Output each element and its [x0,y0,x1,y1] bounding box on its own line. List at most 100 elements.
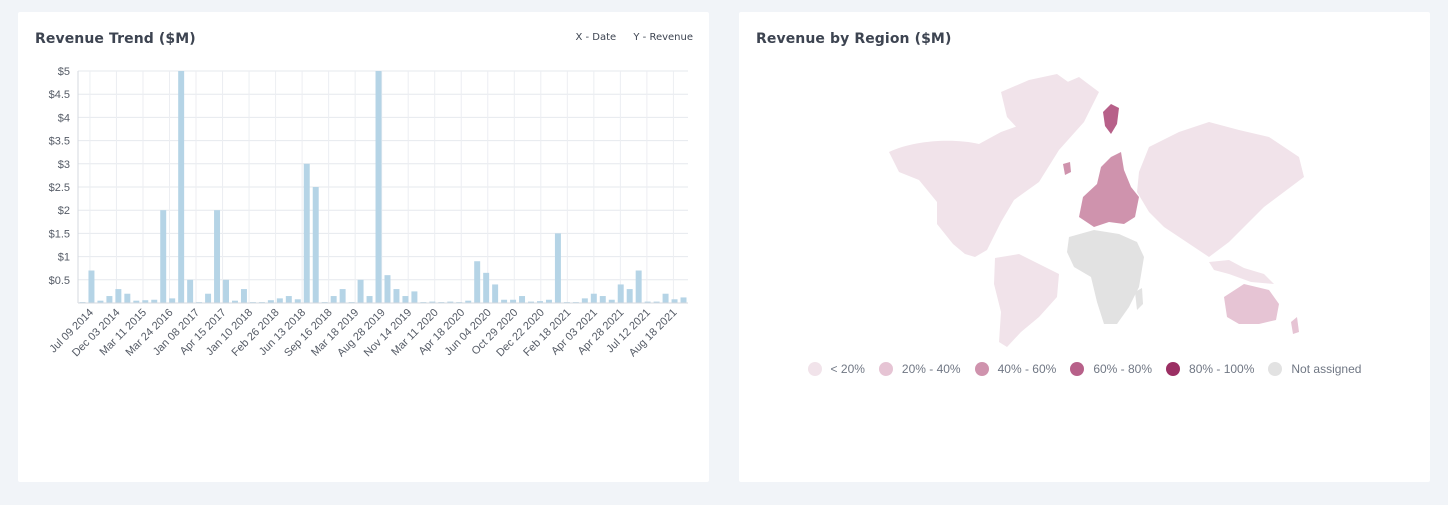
legend-swatch [1166,362,1181,376]
revenue-bar [330,296,337,303]
revenue-bar [223,279,229,303]
y-tick-label: $3.5 [49,136,70,148]
revenue-bar [187,279,194,303]
legend-item[interactable]: 20% - 40% [878,362,961,376]
y-tick-label: $5 [58,66,70,78]
map-region-new-zealand[interactable] [1291,317,1299,334]
legend-item[interactable]: 40% - 60% [974,362,1057,376]
revenue-bar [366,296,373,303]
revenue-bar [501,299,508,303]
y-tick-label: $4 [58,112,70,124]
y-axis-legend: Y - Revenue [633,32,693,43]
x-axis-legend: X - Date [575,32,617,43]
revenue-bar [545,299,552,303]
legend-label: 60% - 80% [1093,362,1153,376]
revenue-bar [492,284,499,303]
revenue-bar [267,300,274,303]
revenue-bar [635,270,642,303]
revenue-bar [626,289,633,303]
revenue-trend-card: Revenue Trend ($M) X - Date Y - Revenue … [18,12,709,482]
revenue-bar [97,300,104,303]
revenue-bar [680,297,687,303]
revenue-bar [294,299,301,303]
map-region-asia[interactable] [1137,122,1304,257]
legend-label: Not assigned [1291,362,1362,376]
revenue-bar [402,296,409,303]
revenue-bar [554,233,561,303]
legend-item[interactable]: 80% - 100% [1166,362,1254,376]
revenue-bar [276,298,283,303]
world-map [889,74,1304,347]
map-region-australia[interactable] [1224,284,1279,324]
map-region-europe[interactable] [1079,152,1139,227]
legend-swatch [1070,362,1085,376]
revenue-bar [303,163,310,303]
map-region-south-america[interactable] [994,254,1059,347]
y-tick-label: $1 [58,252,70,264]
map-region-uk[interactable] [1063,162,1071,175]
revenue-bar [169,298,176,303]
revenue-bar [142,300,149,303]
map-region-southeast-asia[interactable] [1209,260,1274,284]
revenue-bar [474,261,481,303]
revenue-region-title: Revenue by Region ($M) [756,31,952,47]
legend-swatch [974,362,989,376]
y-tick-label: $0.5 [49,275,70,287]
revenue-bar [671,299,678,303]
legend-item[interactable]: Not assigned [1268,362,1361,376]
y-tick-label: $4.5 [49,89,70,101]
revenue-bar [465,300,472,303]
legend-swatch [807,362,822,376]
revenue-bar [447,301,454,303]
revenue-bar [537,301,543,303]
revenue-bar [115,289,122,303]
revenue-bar [285,296,292,303]
y-tick-label: $2 [58,205,70,217]
map-region-africa[interactable] [1067,230,1144,324]
revenue-bar [528,301,534,303]
revenue-bar [375,71,382,303]
revenue-bar [240,289,247,303]
revenue-bar [160,210,167,303]
revenue-bar [357,279,364,303]
legend-item[interactable]: < 20% [807,362,865,376]
legend-label: 20% - 40% [901,362,961,376]
revenue-bar [384,275,391,303]
revenue-bar [644,301,651,303]
revenue-bar [608,299,615,303]
revenue-bar [133,300,140,303]
map-region-scandinavia[interactable] [1103,104,1119,134]
revenue-bar [510,299,517,303]
y-tick-label: $2.5 [49,182,70,194]
revenue-bar [581,298,588,303]
revenue-bar [519,296,526,303]
legend-label: < 20% [830,362,865,376]
revenue-region-card: Revenue by Region ($M) < 20% 20% - 40% 40%… [739,12,1430,482]
revenue-bar [106,296,113,303]
legend-label: 40% - 60% [997,362,1057,376]
map-region-madagascar[interactable] [1135,288,1143,310]
revenue-bar [205,293,212,303]
region-legend: < 20% 20% - 40% 40% - 60% 60% - 80% 80% - 10… [739,362,1430,376]
revenue-bar [617,284,624,303]
revenue-bar [662,293,669,303]
revenue-bar [590,293,597,303]
legend-item[interactable]: 60% - 80% [1070,362,1152,376]
y-tick-label: $3 [58,159,70,171]
axis-legend: X - Date Y - Revenue [561,32,693,43]
revenue-bar [312,187,319,303]
revenue-bar [599,296,606,303]
legend-label: 80% - 100% [1189,362,1255,376]
map-region-greenland[interactable] [1001,74,1071,132]
legend-swatch [878,362,893,376]
revenue-bar [339,289,346,303]
revenue-bar [483,272,490,303]
revenue-bar [411,291,418,303]
revenue-bar [178,71,185,303]
revenue-bar [232,300,238,303]
revenue-bar [429,301,436,303]
revenue-bar [88,270,95,303]
revenue-bar [393,289,400,303]
revenue-bar [151,299,158,303]
